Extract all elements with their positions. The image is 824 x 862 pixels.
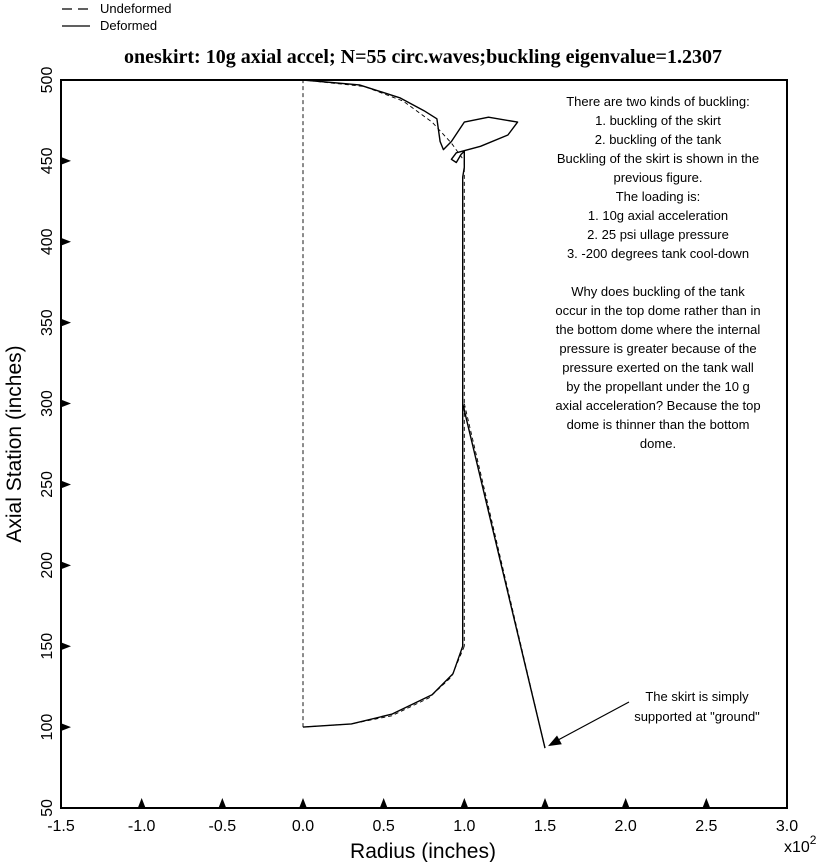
y-tick-label: 150 [39, 633, 56, 660]
y-tick-label: 450 [39, 147, 56, 174]
y-tick-label: 250 [39, 471, 56, 498]
y-axis-marker [62, 642, 71, 650]
buckling-note-line: previous figure. [614, 170, 703, 185]
x-axis-multiplier: x102 [784, 833, 817, 856]
y-axis-marker [62, 561, 71, 569]
x-tick-label: 2.5 [695, 818, 717, 835]
buckling-note-line: Buckling of the skirt is shown in the [557, 151, 759, 166]
buckling-note: There are two kinds of buckling: 1. buckl… [555, 94, 760, 451]
series-line-deformed [462, 403, 546, 749]
x-tick-label: -1.0 [128, 818, 156, 835]
x-multiplier-base: x10 [784, 839, 810, 856]
legend: Undeformed Deformed [62, 1, 172, 33]
x-axis-marker [460, 798, 468, 807]
buckling-note-line: Why does buckling of the tank [571, 284, 745, 299]
series-lines [302, 79, 546, 749]
buckling-note-line: 1. buckling of the skirt [595, 113, 721, 128]
series-line-deformed [302, 79, 519, 728]
x-axis-label: Radius (inches) [350, 840, 496, 862]
y-axis-marker [62, 480, 71, 488]
y-axis-label: Axial Station (inches) [3, 345, 26, 542]
y-axis-marker [62, 723, 71, 731]
y-axis-marker [62, 157, 71, 165]
buckling-note-line: axial acceleration? Because the top [555, 398, 760, 413]
x-axis-marker [541, 798, 549, 807]
x-tick-label: 1.0 [453, 818, 475, 835]
y-tick-label: 100 [39, 714, 56, 741]
y-tick-label: 400 [39, 228, 56, 255]
buckling-note-line: 1. 10g axial acceleration [588, 208, 728, 223]
y-tick-label: 500 [39, 67, 56, 94]
legend-label-undeformed: Undeformed [100, 1, 172, 16]
y-tick-label: 200 [39, 552, 56, 579]
x-tick-label: 1.5 [534, 818, 556, 835]
buckling-note-line: The loading is: [616, 189, 701, 204]
x-tick-label: 0.5 [373, 818, 395, 835]
x-tick-label: -0.5 [209, 818, 237, 835]
support-arrow-head [548, 735, 562, 747]
x-multiplier-exponent: 2 [810, 833, 817, 847]
buckling-note-line: by the propellant under the 10 g [566, 379, 750, 394]
x-axis-marker [622, 798, 630, 807]
y-axis-marker [62, 238, 71, 246]
buckling-note-line: 2. 25 psi ullage pressure [587, 227, 729, 242]
support-note-line: supported at "ground" [634, 709, 760, 724]
support-arrow-shaft [555, 701, 630, 742]
x-axis-ticks: -1.5 -1.0 -0.5 0.0 0.5 1.0 1.5 2.0 2.5 3.0 [47, 818, 798, 835]
x-tick-label: 3.0 [776, 818, 798, 835]
x-axis-marker [218, 798, 226, 807]
y-axis-marker [62, 400, 71, 408]
y-axis-marker [62, 319, 71, 327]
y-tick-label: 300 [39, 390, 56, 417]
support-markers [62, 157, 710, 807]
support-note: The skirt is simply supported at "ground" [634, 689, 760, 724]
buckling-note-line: 3. -200 degrees tank cool-down [567, 246, 749, 261]
support-arrow [548, 701, 630, 747]
buckling-note-line: the bottom dome where the internal [556, 322, 761, 337]
y-axis-ticks: 50 100 150 200 250 300 350 400 450 500 [39, 67, 56, 817]
legend-label-deformed: Deformed [100, 18, 157, 33]
x-axis-marker [138, 798, 146, 807]
plot-frame [60, 79, 788, 809]
y-tick-label: 50 [39, 799, 56, 817]
series-line-undeformed [302, 79, 465, 162]
x-tick-label: -1.5 [47, 818, 75, 835]
y-tick-label: 350 [39, 309, 56, 336]
buckling-note-line: dome is thinner than the bottom [567, 417, 750, 432]
buckling-note-line: pressure is greater because of the [559, 341, 756, 356]
x-axis-marker [299, 798, 307, 807]
x-tick-label: 2.0 [615, 818, 637, 835]
chart-title: oneskirt: 10g axial accel; N=55 circ.wav… [124, 46, 722, 68]
x-axis-marker [380, 798, 388, 807]
buckling-note-line: pressure exerted on the tank wall [562, 360, 754, 375]
x-axis-marker [702, 798, 710, 807]
buckling-note-line: There are two kinds of buckling: [566, 94, 750, 109]
support-note-line: The skirt is simply [645, 689, 749, 704]
buckling-note-line: occur in the top dome rather than in [555, 303, 760, 318]
buckling-note-line: dome. [640, 436, 676, 451]
x-tick-label: 0.0 [292, 818, 314, 835]
buckling-note-line: 2. buckling of the tank [595, 132, 722, 147]
